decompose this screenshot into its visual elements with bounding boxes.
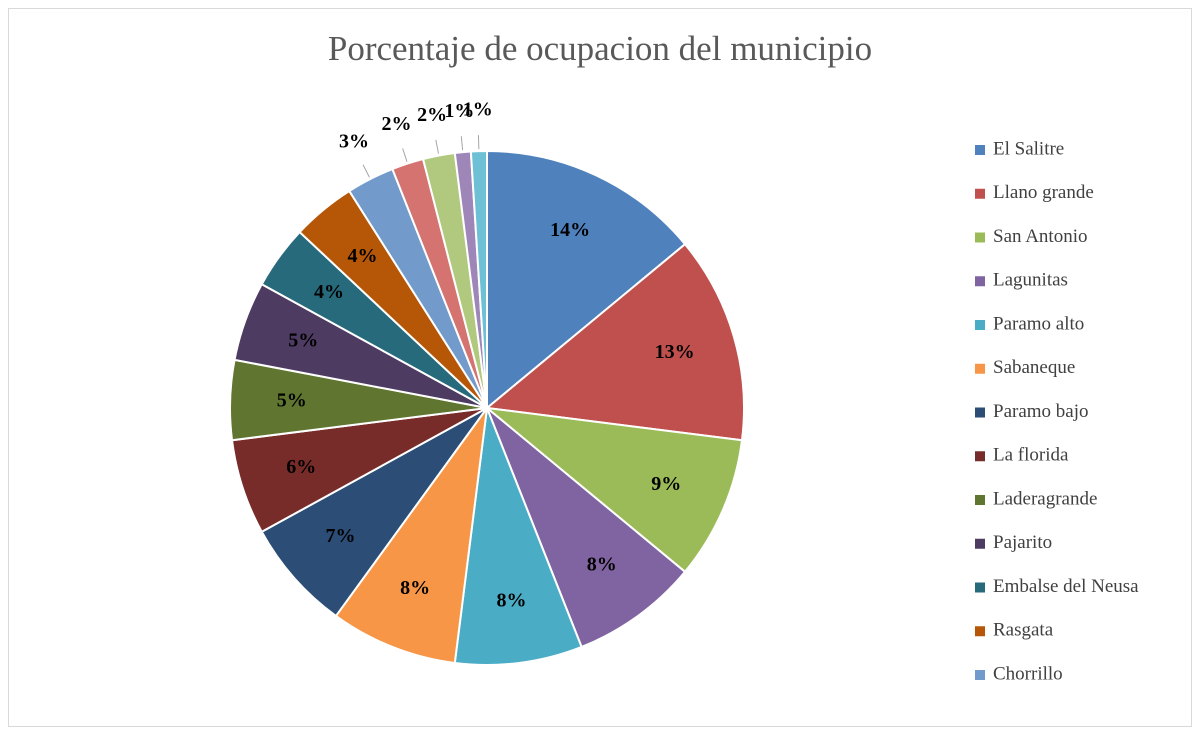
legend-label: Paramo alto <box>993 313 1084 334</box>
data-label: 3% <box>339 131 369 153</box>
legend-swatch <box>975 407 985 418</box>
legend-swatch <box>975 320 985 330</box>
legend-swatch <box>975 582 985 593</box>
data-label: 4% <box>314 281 344 303</box>
legend-swatch <box>975 538 985 549</box>
chart-title: Porcentaje de ocupacion del municipio <box>328 29 872 68</box>
legend-swatch <box>975 232 985 243</box>
legend-label: Llano grande <box>993 182 1094 203</box>
data-label: 6% <box>286 456 316 478</box>
pie-slice <box>334 407 488 665</box>
data-label: 5% <box>288 329 318 351</box>
leader-line <box>460 136 464 151</box>
legend-label: El Salitre <box>993 138 1064 159</box>
legend-swatch <box>975 276 985 287</box>
legend-swatch <box>975 363 985 374</box>
legend-label: Embalse del Neusa <box>993 576 1139 597</box>
leader-line <box>435 139 439 154</box>
leader-line <box>402 148 408 162</box>
legend-label: Paramo bajo <box>993 401 1089 422</box>
legend-swatch <box>975 495 985 505</box>
data-label: 2% <box>381 113 411 135</box>
data-label: 2% <box>417 104 447 126</box>
legend-swatch <box>975 145 985 155</box>
legend-label: Lagunitas <box>993 270 1068 291</box>
data-label: 8% <box>496 589 526 611</box>
pie-slice <box>486 407 687 649</box>
legend-label: La florida <box>993 445 1069 466</box>
pie-slice <box>469 149 488 409</box>
legend-label: Chorrillo <box>993 663 1063 684</box>
data-label: 4% <box>347 245 377 267</box>
data-label: 13% <box>655 341 695 363</box>
legend-label: San Antonio <box>993 226 1087 247</box>
data-label: 9% <box>651 473 681 495</box>
pie-slice <box>486 149 687 411</box>
pie-slice <box>260 407 488 618</box>
data-label: 5% <box>277 389 307 411</box>
legend-label: Sabaneque <box>993 357 1075 378</box>
legend-label: Rasgata <box>993 620 1054 641</box>
pie-slice <box>483 406 744 574</box>
data-label: 8% <box>587 554 617 576</box>
pie-slice <box>484 242 745 442</box>
leader-line <box>362 164 370 178</box>
pie-slice <box>453 407 583 666</box>
data-label: 7% <box>325 525 355 547</box>
legend-swatch <box>975 188 985 199</box>
legend-label: Laderagrande <box>993 488 1097 509</box>
data-label: 8% <box>400 577 430 599</box>
data-label: 1% <box>463 99 493 121</box>
legend-swatch <box>975 670 985 680</box>
legend-swatch <box>975 626 985 637</box>
data-label: 1% <box>444 100 474 122</box>
legend-label: Pajarito <box>993 532 1052 553</box>
legend-swatch <box>975 451 985 462</box>
data-label: 14% <box>550 219 590 241</box>
